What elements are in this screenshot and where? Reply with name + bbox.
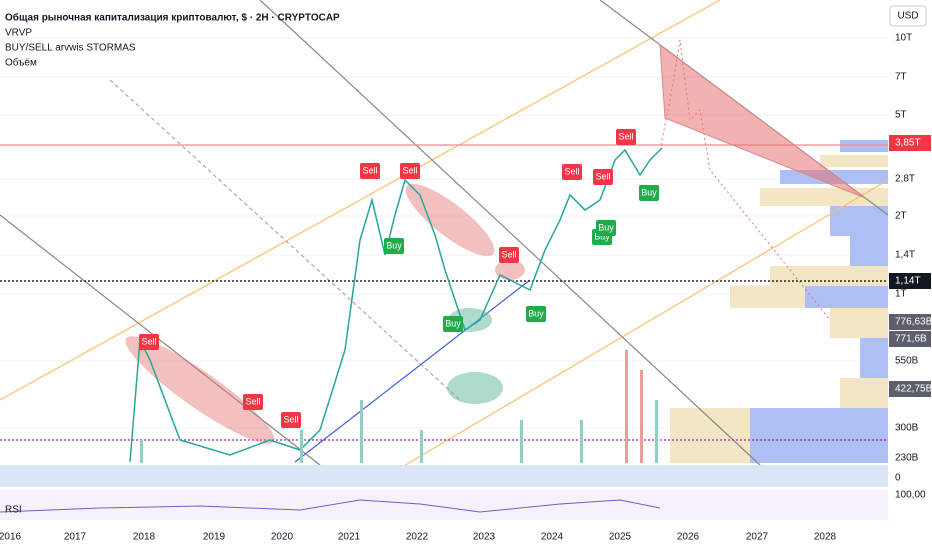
time-label: 2020 [271,532,294,543]
time-label: 2026 [677,532,700,543]
price-label: 1,4T [895,250,915,261]
indicator: VRVP [5,28,32,39]
signal-label: Buy [445,318,461,328]
price-badge [889,273,931,289]
sell-signal [499,247,519,263]
time-label: 2024 [541,532,564,543]
time-label: 2017 [64,532,87,543]
volume-bars [140,350,658,463]
signal-label: Buy [528,308,544,318]
signal-label: Buy [641,187,657,197]
signal-label: Sell [362,165,377,175]
time-label: 2021 [338,532,361,543]
buy-signal [443,316,463,332]
signal-label: Sell [283,414,298,424]
price-label: 422,75B [895,384,932,395]
sell-signal [360,163,380,179]
price-label: 771,6B [895,334,927,345]
signal-label: Sell [141,336,156,346]
buy-signal [596,220,616,236]
price-badge [889,381,931,397]
projection [659,39,831,321]
signal-label: Buy [594,231,610,241]
volume-pane [0,465,888,487]
time-label: 2016 [0,532,22,543]
price-label: 550B [895,356,919,367]
indicator: Объём [5,57,37,69]
signal-label: Sell [245,396,260,406]
chart-title: Общая рыночная капитализация криптовалют… [5,12,340,24]
time-axis [0,525,932,550]
volume-profile [670,140,888,463]
signal-label: Sell [618,131,633,141]
rsi-pane [0,490,888,520]
price-badge [889,314,931,330]
sell-signal [139,334,159,350]
price-label: 776,63B [895,317,932,328]
indicator: BUY/SELL arvwis STORMAS [5,43,136,54]
signal-label: Sell [402,165,417,175]
price-badge [889,331,931,347]
price-line [129,147,663,463]
signal-label: Sell [564,166,579,176]
buy-signal [384,238,404,254]
time-label: 2025 [609,532,632,543]
price-label: 300B [895,423,919,434]
rsi-line [0,499,661,513]
buy-signal [526,306,546,322]
signal-label: Sell [501,249,516,259]
price-label: 7T [895,72,907,83]
price-label: 1T [895,289,907,300]
price-label: 2,8T [895,174,915,185]
buy-signal [639,185,659,201]
sell-signal [281,412,301,428]
price-label: 2T [895,211,907,222]
sell-signal [400,163,420,179]
sell-signal [562,164,582,180]
time-label: 2019 [203,532,226,543]
signal-label: Buy [598,222,614,232]
highlight-ellipses [125,183,525,444]
rsi-label: RSI [5,505,22,516]
signal-label: Sell [595,171,610,181]
currency-button[interactable] [889,5,927,27]
time-label: 2018 [133,532,156,543]
currency[interactable]: USD [897,11,918,22]
price-label: 100,00 [895,490,926,501]
time-label: 2022 [406,532,429,543]
signal-label: Buy [386,240,402,250]
price-label: 230B [895,453,919,464]
time-label: 2028 [814,532,837,543]
price-label: 3,85T [895,138,921,149]
price-badge [889,135,931,151]
price-label: 0 [895,473,901,484]
sell-signal [593,169,613,185]
time-label: 2023 [473,532,496,543]
time-label: 2027 [746,532,769,543]
price-label: 5T [895,110,907,121]
sell-signal [616,129,636,145]
price-label: 10T [895,33,912,44]
price-label: 1,14T [895,276,921,287]
forecast-triangle [659,43,866,199]
sell-signal [243,394,263,410]
